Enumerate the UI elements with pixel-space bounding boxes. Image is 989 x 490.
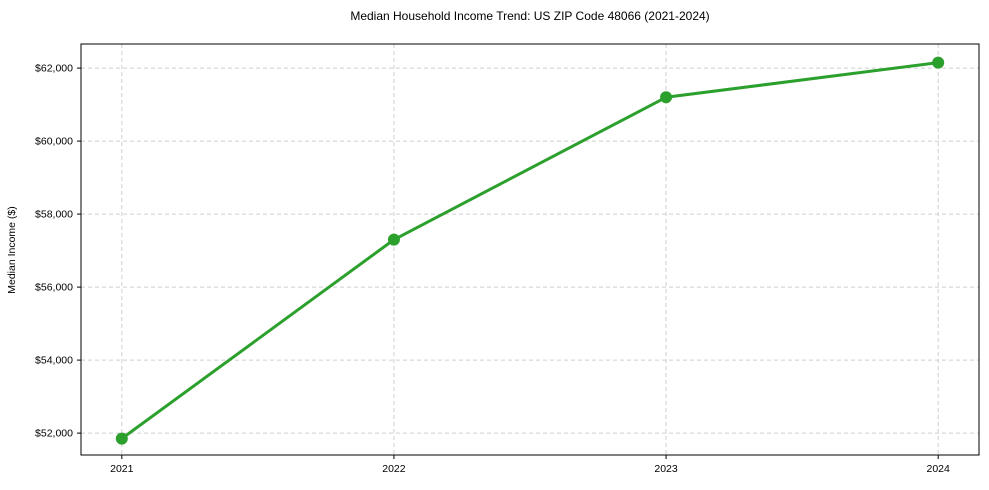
data-point <box>387 233 400 246</box>
y-tick-label: $52,000 <box>35 428 73 440</box>
x-tick-label: 2021 <box>110 463 134 475</box>
tick-labels: $52,000 $54,000 $56,000 $58,000 $60,000 $62,0… <box>35 63 950 475</box>
data-point <box>115 432 128 445</box>
data-series <box>115 56 945 445</box>
x-tick-label: 2024 <box>927 463 951 475</box>
chart-title: Median Household Income Trend: US ZIP Co… <box>350 9 709 23</box>
x-tick-label: 2022 <box>382 463 406 475</box>
y-tick-label: $56,000 <box>35 282 73 294</box>
x-tick-label: 2023 <box>654 463 678 475</box>
data-point <box>932 56 945 69</box>
data-point <box>660 91 673 104</box>
plot-spines <box>80 43 980 456</box>
y-tick-label: $54,000 <box>35 355 73 367</box>
y-tick-label: $62,000 <box>35 63 73 75</box>
trend-line <box>120 61 940 441</box>
y-tick-label: $60,000 <box>35 136 73 148</box>
y-axis-label: Median Income ($) <box>6 206 18 294</box>
gridlines <box>81 44 979 455</box>
y-tick-label: $58,000 <box>35 209 73 221</box>
axes <box>77 43 980 459</box>
